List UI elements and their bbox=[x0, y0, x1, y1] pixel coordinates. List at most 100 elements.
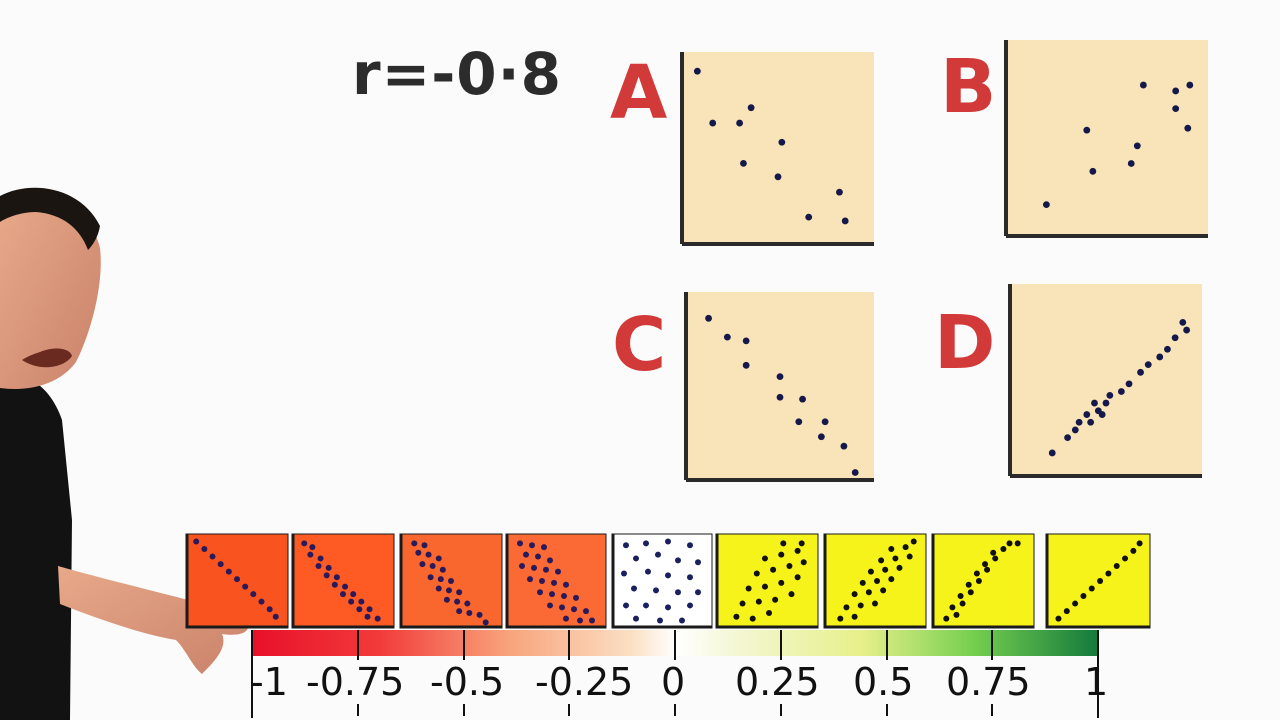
tile-point bbox=[411, 540, 418, 547]
tile-point bbox=[563, 615, 569, 622]
scatter-point bbox=[747, 104, 755, 112]
tile-point bbox=[464, 600, 471, 607]
scatter-point bbox=[1179, 319, 1187, 326]
tile-point bbox=[476, 611, 483, 618]
tile-point bbox=[266, 606, 273, 613]
tile-point bbox=[529, 542, 535, 549]
presenter-hair bbox=[0, 187, 100, 250]
correlation-tiles bbox=[185, 533, 1151, 629]
tile-point bbox=[984, 566, 991, 573]
scatter-point bbox=[1184, 124, 1192, 132]
tile-point bbox=[653, 587, 659, 594]
correlation-tile bbox=[291, 533, 395, 629]
scatter-plots bbox=[680, 40, 1208, 482]
tile-point bbox=[482, 619, 489, 626]
scatter-point bbox=[740, 159, 747, 167]
tile-point bbox=[621, 570, 627, 577]
tile-point bbox=[800, 559, 807, 566]
tile-point bbox=[1014, 540, 1021, 547]
tile-point bbox=[687, 542, 693, 549]
tile-point bbox=[356, 606, 363, 613]
tile-point bbox=[623, 602, 629, 609]
tile-point bbox=[957, 593, 964, 600]
tile-point bbox=[1130, 547, 1137, 554]
scale-label: 0.25 bbox=[735, 660, 820, 704]
scatter-point bbox=[1083, 126, 1091, 134]
tile-point bbox=[429, 562, 436, 569]
scatter-plot-a bbox=[680, 52, 874, 246]
scatter-point bbox=[1102, 399, 1110, 407]
correlation-tile bbox=[611, 533, 713, 629]
tile-point bbox=[342, 583, 349, 590]
tile-point bbox=[225, 568, 232, 575]
scatter-point bbox=[1156, 353, 1164, 361]
tile-point bbox=[435, 585, 442, 592]
tile-point bbox=[772, 596, 779, 603]
tile-point bbox=[1072, 600, 1079, 607]
scatter-point bbox=[1125, 380, 1133, 388]
correlation-tile bbox=[715, 533, 819, 629]
tile-point bbox=[867, 568, 874, 575]
tile-point bbox=[851, 613, 858, 620]
tile-point bbox=[559, 604, 565, 611]
tile-point bbox=[517, 540, 523, 547]
scale-label: -0.75 bbox=[306, 660, 405, 704]
tile-point bbox=[695, 559, 701, 566]
correlation-tile bbox=[823, 533, 927, 629]
tile-point bbox=[794, 547, 801, 554]
plot-background bbox=[1010, 284, 1202, 476]
scatter-point bbox=[821, 418, 829, 426]
tile-point bbox=[250, 591, 257, 598]
tile-point bbox=[1088, 585, 1095, 592]
scale-label: -0.5 bbox=[430, 660, 505, 704]
tile-point bbox=[519, 562, 525, 569]
tile-point bbox=[325, 564, 332, 571]
scatter-point bbox=[840, 442, 848, 450]
tile-point bbox=[645, 568, 651, 575]
scatter-point bbox=[736, 119, 743, 127]
scatter-point bbox=[795, 418, 803, 426]
tile-point bbox=[589, 617, 595, 624]
tile-point bbox=[643, 540, 649, 547]
tile-point bbox=[695, 589, 701, 596]
tile-point bbox=[770, 566, 777, 573]
scatter-point bbox=[836, 188, 843, 196]
tile-point bbox=[555, 568, 561, 575]
tile-point bbox=[551, 579, 557, 586]
scale-label: 0.5 bbox=[853, 660, 914, 704]
tile-point bbox=[675, 589, 681, 596]
tile-point bbox=[679, 617, 685, 624]
tile-point bbox=[209, 553, 216, 560]
scatter-point bbox=[776, 393, 784, 401]
scatter-point bbox=[1183, 326, 1191, 334]
tile-point bbox=[665, 572, 671, 579]
tile-point bbox=[878, 557, 885, 564]
tile-point bbox=[786, 562, 793, 569]
tile-point bbox=[1105, 570, 1112, 577]
tile-background bbox=[291, 533, 395, 629]
tile-point bbox=[665, 604, 671, 611]
correlation-tile bbox=[1045, 533, 1151, 629]
tile-point bbox=[419, 561, 426, 568]
tile-point bbox=[547, 557, 553, 564]
tile-point bbox=[333, 574, 340, 581]
tile-point bbox=[675, 557, 681, 564]
tile-point bbox=[543, 566, 549, 573]
tile-point bbox=[859, 579, 866, 586]
plot-background bbox=[686, 292, 874, 480]
tile-point bbox=[358, 598, 365, 605]
tile-point bbox=[309, 544, 316, 551]
tile-point bbox=[733, 613, 740, 620]
tile-point bbox=[541, 544, 547, 551]
scatter-point bbox=[1171, 334, 1179, 342]
tile-point bbox=[272, 613, 279, 620]
scatter-point bbox=[1117, 388, 1125, 395]
tile-point bbox=[1006, 540, 1013, 547]
tile-point bbox=[317, 555, 324, 562]
tile-point bbox=[892, 555, 899, 562]
tile-point bbox=[633, 615, 639, 622]
scatter-point bbox=[1106, 391, 1114, 399]
tile-point bbox=[1136, 540, 1143, 547]
tile-point bbox=[466, 609, 473, 616]
tile-point bbox=[1080, 593, 1087, 600]
